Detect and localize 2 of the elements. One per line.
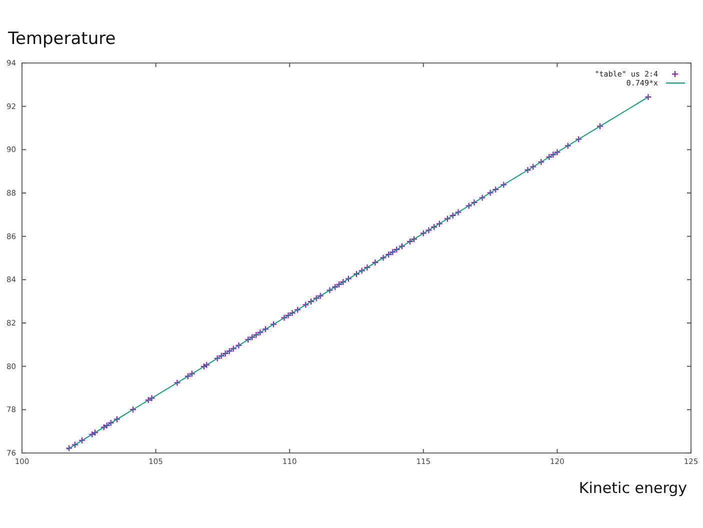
- y-axis-title: Temperature: [7, 29, 116, 49]
- x-axis-title: Kinetic energy: [578, 479, 688, 497]
